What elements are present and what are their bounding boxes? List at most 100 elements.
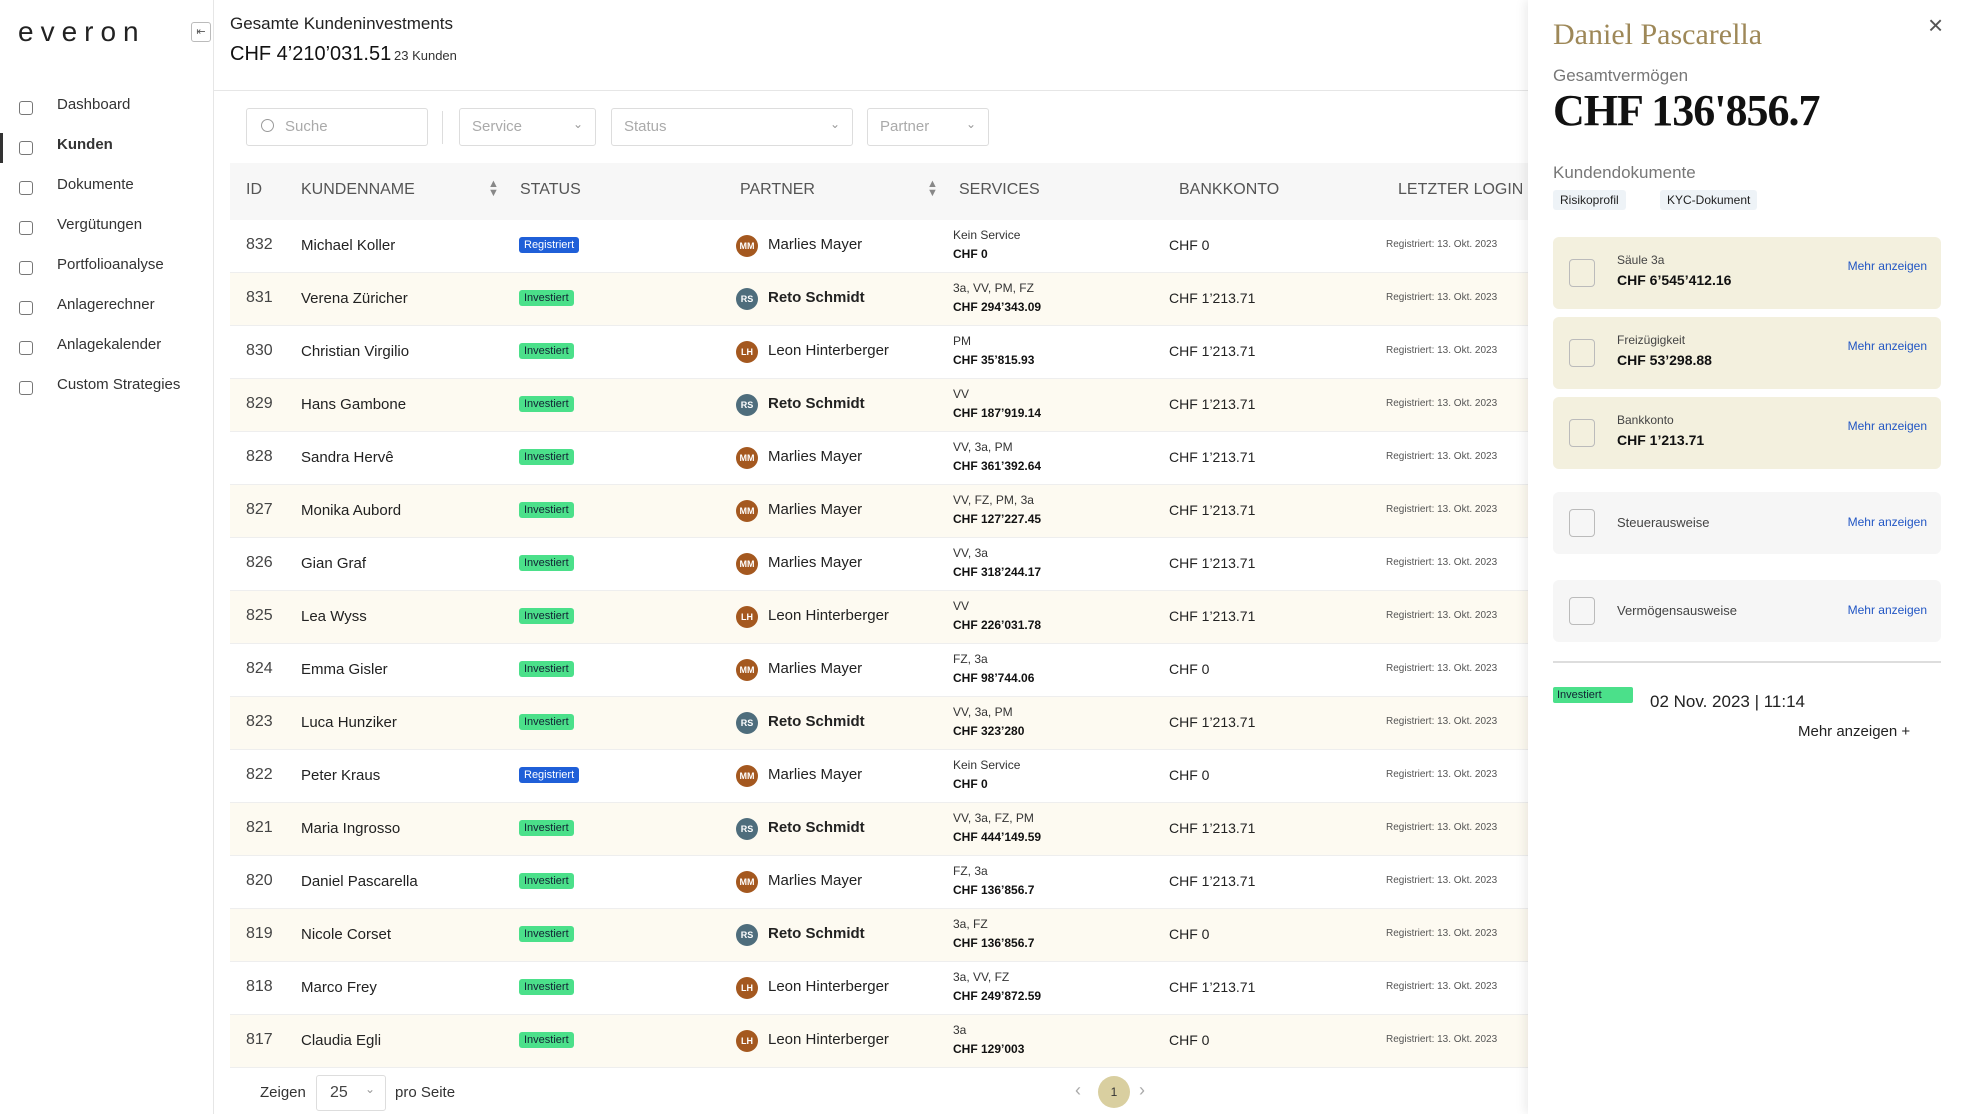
nav-icon (19, 141, 33, 155)
column-header[interactable]: ID (246, 181, 262, 198)
client-id: 831 (246, 289, 273, 306)
table-row[interactable]: 830 Christian Virgilio Investiert LH Leon Hi… (230, 326, 1528, 379)
client-name: Lea Wyss (301, 608, 367, 625)
services: 3a, VV, PM, FZ (953, 281, 1034, 295)
card-link[interactable]: Mehr anzeigen (1847, 515, 1927, 529)
chevron: ⌄ (573, 117, 584, 131)
partner-name: Leon Hinterberger (768, 978, 889, 995)
bank-balance: CHF 1’213.71 (1169, 714, 1256, 730)
partner-name: Marlies Mayer (768, 872, 863, 889)
chevron: ⌄ (966, 117, 977, 131)
client-id: 817 (246, 1031, 273, 1048)
card-link[interactable]: Mehr anzeigen (1847, 419, 1927, 433)
show-label: Zeigen (260, 1084, 306, 1101)
column-header[interactable]: BANKKONTO (1179, 181, 1280, 198)
card-link[interactable]: Mehr anzeigen (1847, 603, 1927, 617)
column-header[interactable]: SERVICES (959, 181, 1040, 198)
last-login: Registriert: 13. Okt. 2023 (1386, 239, 1498, 250)
more-link[interactable]: Mehr anzeigen + (1798, 723, 1911, 740)
table-row[interactable]: 824 Emma Gisler Investiert MM Marlies Mayer F… (230, 644, 1528, 697)
collapse-button[interactable]: ⇤ (191, 22, 211, 42)
prev-page[interactable]: ‹ (1075, 1080, 1081, 1100)
partner-name: Marlies Mayer (768, 660, 863, 677)
table-row[interactable]: 822 Peter Kraus Registriert MM Marlies Mayer… (230, 750, 1528, 803)
bank-balance: CHF 1’213.71 (1169, 979, 1256, 995)
nav-item[interactable]: Anlagerechner (57, 296, 155, 313)
partner-filter[interactable]: Partner ⌄ (867, 108, 989, 146)
table-row[interactable]: 817 Claudia Egli Investiert LH Leon Hinterbe… (230, 1015, 1528, 1068)
nav-item[interactable]: Portfolioanalyse (57, 256, 164, 273)
service-filter[interactable]: Service ⌄ (459, 108, 596, 146)
table-row[interactable]: 825 Lea Wyss Investiert LH Leon Hinterberger… (230, 591, 1528, 644)
current-page[interactable]: 1 (1098, 1076, 1130, 1108)
column-header[interactable]: KUNDENNAME (301, 181, 415, 198)
table-row[interactable]: 827 Monika Aubord Investiert MM Marlies Maye… (230, 485, 1528, 538)
asset-card[interactable]: Bankkonto CHF 1’213.71 Mehr anzeigen (1553, 397, 1941, 469)
table-row[interactable]: 829 Hans Gambone Investiert RS Reto Schmidt V… (230, 379, 1528, 432)
nav-item[interactable]: Dashboard (57, 96, 131, 113)
nav-item[interactable]: Vergütungen (57, 216, 143, 233)
sort-icon: ▲ ▼ (488, 178, 499, 199)
card-link[interactable]: Mehr anzeigen (1847, 259, 1927, 273)
services-amount: CHF 129’003 (953, 1042, 1025, 1056)
search[interactable]: Suche (246, 108, 428, 146)
asset-card[interactable]: Säule 3a CHF 6’545’412.16 Mehr anzeigen (1553, 237, 1941, 309)
card-link[interactable]: Mehr anzeigen (1847, 339, 1927, 353)
last-login: Registriert: 13. Okt. 2023 (1386, 557, 1498, 568)
close-button[interactable]: × (1928, 10, 1944, 40)
client-name: Gian Graf (301, 555, 367, 572)
nav-item[interactable]: Anlagekalender (57, 336, 162, 353)
table-row[interactable]: 831 Verena Züricher Investiert RS Reto Schmi… (230, 273, 1528, 326)
client-name: Verena Züricher (301, 290, 408, 307)
services: VV, 3a, FZ, PM (953, 811, 1034, 825)
status-badge: Investiert (519, 1032, 574, 1048)
partner-name: Leon Hinterberger (768, 1031, 889, 1048)
status-badge: Investiert (519, 555, 574, 571)
status-badge: Investiert (519, 873, 574, 889)
search-icon (261, 119, 274, 132)
asset-card[interactable]: Vermögensausweise Mehr anzeigen (1553, 580, 1941, 642)
table-row[interactable]: 820 Daniel Pascarella Investiert MM Marlies … (230, 856, 1528, 909)
nav-item[interactable]: Custom Strategies (57, 376, 181, 393)
card-icon (1569, 509, 1595, 537)
nav-item[interactable]: Dokumente (57, 176, 134, 193)
status-filter[interactable]: Status ⌄ (611, 108, 853, 146)
asset-card[interactable]: Freizügigkeit CHF 53’298.88 Mehr anzeigen (1553, 317, 1941, 389)
column-header[interactable]: LETZTER LOGIN (1398, 181, 1524, 198)
table-row[interactable]: 828 Sandra Hervê Investiert MM Marlies Mayer… (230, 432, 1528, 485)
card-label: Steuerausweise (1617, 515, 1710, 530)
document-chip[interactable]: Risikoprofil (1553, 190, 1626, 210)
client-id: 830 (246, 342, 273, 359)
asset-card[interactable]: Steuerausweise Mehr anzeigen (1553, 492, 1941, 554)
nav-item[interactable]: Kunden (57, 136, 113, 153)
partner-name: Reto Schmidt (768, 713, 865, 730)
services-amount: CHF 35’815.93 (953, 353, 1035, 367)
page-size[interactable]: 25 ⌄ (316, 1075, 386, 1111)
services-amount: CHF 444’149.59 (953, 830, 1042, 844)
table-row[interactable]: 818 Marco Frey Investiert LH Leon Hinterberg… (230, 962, 1528, 1015)
nav-icon (19, 221, 33, 235)
nav-icon (19, 261, 33, 275)
document-chip[interactable]: KYC-Dokument (1660, 190, 1758, 210)
table-row[interactable]: 826 Gian Graf Investiert MM Marlies Mayer VV,… (230, 538, 1528, 591)
last-login: Registriert: 13. Okt. 2023 (1386, 981, 1498, 992)
bank-balance: CHF 1’213.71 (1169, 555, 1256, 571)
table-row[interactable]: 819 Nicole Corset Investiert RS Reto Schmidt… (230, 909, 1528, 962)
card-icon (1569, 259, 1595, 287)
last-login: Registriert: 13. Okt. 2023 (1386, 504, 1498, 515)
table-row[interactable]: 832 Michael Koller Registriert MM Marlies Ma… (230, 220, 1528, 273)
status-badge: Investiert (519, 396, 574, 412)
bank-balance: CHF 1’213.71 (1169, 873, 1256, 889)
card-label: Freizügigkeit (1617, 333, 1686, 347)
partner-name: Marlies Mayer (768, 766, 863, 783)
next-page[interactable]: › (1139, 1080, 1145, 1100)
table-row[interactable]: 821 Maria Ingrosso Investiert RS Reto Schmid… (230, 803, 1528, 856)
client-id: 819 (246, 925, 273, 942)
table-row[interactable]: 823 Luca Hunziker Investiert RS Reto Schmidt… (230, 697, 1528, 750)
services: FZ, 3a (953, 652, 988, 666)
placeholder: Service (472, 118, 523, 135)
client-name: Peter Kraus (301, 767, 381, 784)
placeholder: Suche (285, 118, 328, 135)
column-header[interactable]: STATUS (520, 181, 581, 198)
column-header[interactable]: PARTNER (740, 181, 815, 198)
